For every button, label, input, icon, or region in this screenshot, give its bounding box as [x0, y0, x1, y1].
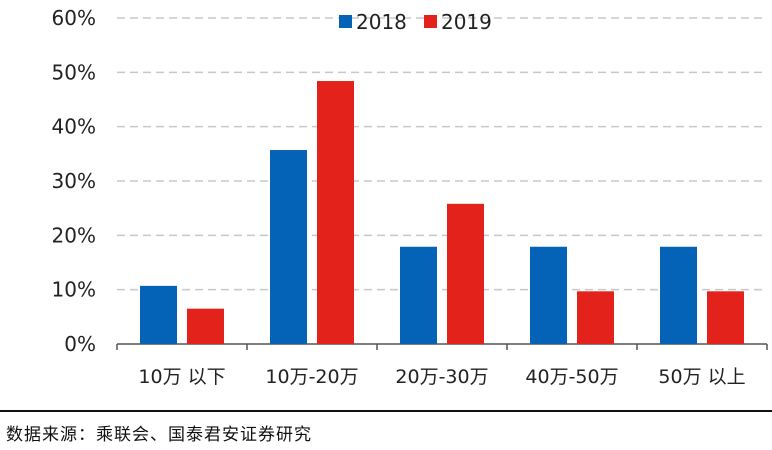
bar-chart: 0% 10% 20% 30% 40% 50% 60% 10万 以下 10万-20万 20万-30万…	[52, 6, 768, 388]
legend-label: 2018	[356, 10, 407, 34]
y-tick-label: 10%	[52, 278, 96, 302]
x-tick-label: 10万-20万	[265, 366, 358, 388]
x-tick-label: 20万-30万	[395, 366, 488, 388]
legend-swatch-2018	[339, 15, 352, 28]
source-note: 数据来源：乘联会、国泰君安证券研究	[6, 425, 312, 445]
y-tick-label: 30%	[52, 169, 96, 193]
bar-2018	[140, 285, 177, 344]
bar-2019	[447, 203, 484, 344]
bar-2019	[577, 291, 614, 344]
x-tick-label: 40万-50万	[525, 366, 618, 388]
source-divider	[0, 410, 772, 412]
legend-swatch-2019	[424, 15, 437, 28]
legend-label: 2019	[441, 10, 492, 34]
bar-2019	[187, 308, 224, 344]
y-tick-label: 60%	[52, 6, 96, 30]
x-tick-label: 10万 以下	[138, 366, 225, 388]
y-tick-label: 40%	[52, 115, 96, 139]
y-tick-label: 50%	[52, 60, 96, 84]
y-tick-label: 20%	[52, 223, 96, 247]
bar-2019	[707, 291, 744, 344]
bar-2018	[270, 150, 307, 344]
y-tick-label: 0%	[64, 332, 96, 356]
x-tick-label: 50万 以上	[658, 366, 745, 388]
bar-2018	[530, 246, 567, 344]
bar-2019	[317, 81, 354, 344]
bar-2018	[660, 246, 697, 344]
bar-2018	[400, 246, 437, 344]
